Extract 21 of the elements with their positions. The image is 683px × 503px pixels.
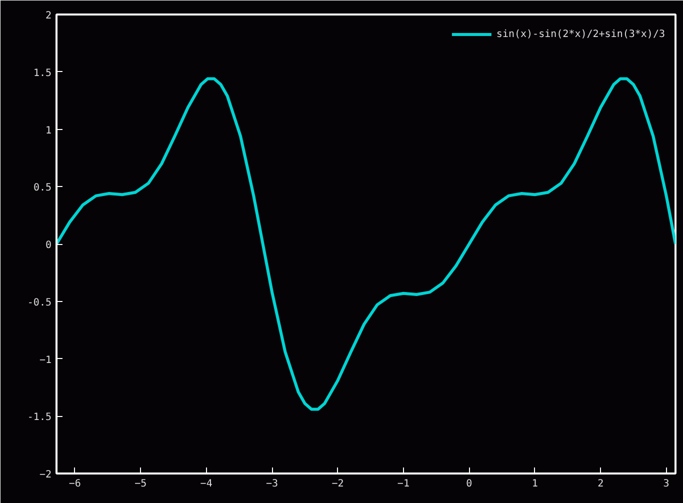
x-tick-label: −6 xyxy=(68,478,81,490)
x-tick-label: −5 xyxy=(134,478,147,490)
x-tick-label: −1 xyxy=(397,478,410,490)
y-tick-label: −2 xyxy=(39,470,52,480)
x-tick-label: −4 xyxy=(200,478,212,490)
legend-label: sin(x)-sin(2*x)/2+sin(3*x)/3 xyxy=(496,28,665,40)
y-tick-label: −1 xyxy=(39,354,52,366)
y-tick-label: 0.5 xyxy=(33,182,52,194)
x-tick-label: 3 xyxy=(663,478,670,490)
y-tick-label: 0 xyxy=(45,240,52,251)
x-tick-label: −3 xyxy=(266,478,278,490)
y-tick-label: 1 xyxy=(45,125,52,136)
y-tick-label: -0.5 xyxy=(27,297,52,308)
line-series xyxy=(56,77,676,411)
x-tick-label: 0 xyxy=(466,478,472,490)
y-tick-label: 2 xyxy=(45,10,52,22)
y-tick-label: -1.5 xyxy=(27,412,52,424)
x-tick-label: 1 xyxy=(532,478,538,490)
x-tick-label: −2 xyxy=(332,478,344,490)
x-tick-label: 2 xyxy=(598,478,604,490)
y-tick-label: 1.5 xyxy=(33,68,52,79)
